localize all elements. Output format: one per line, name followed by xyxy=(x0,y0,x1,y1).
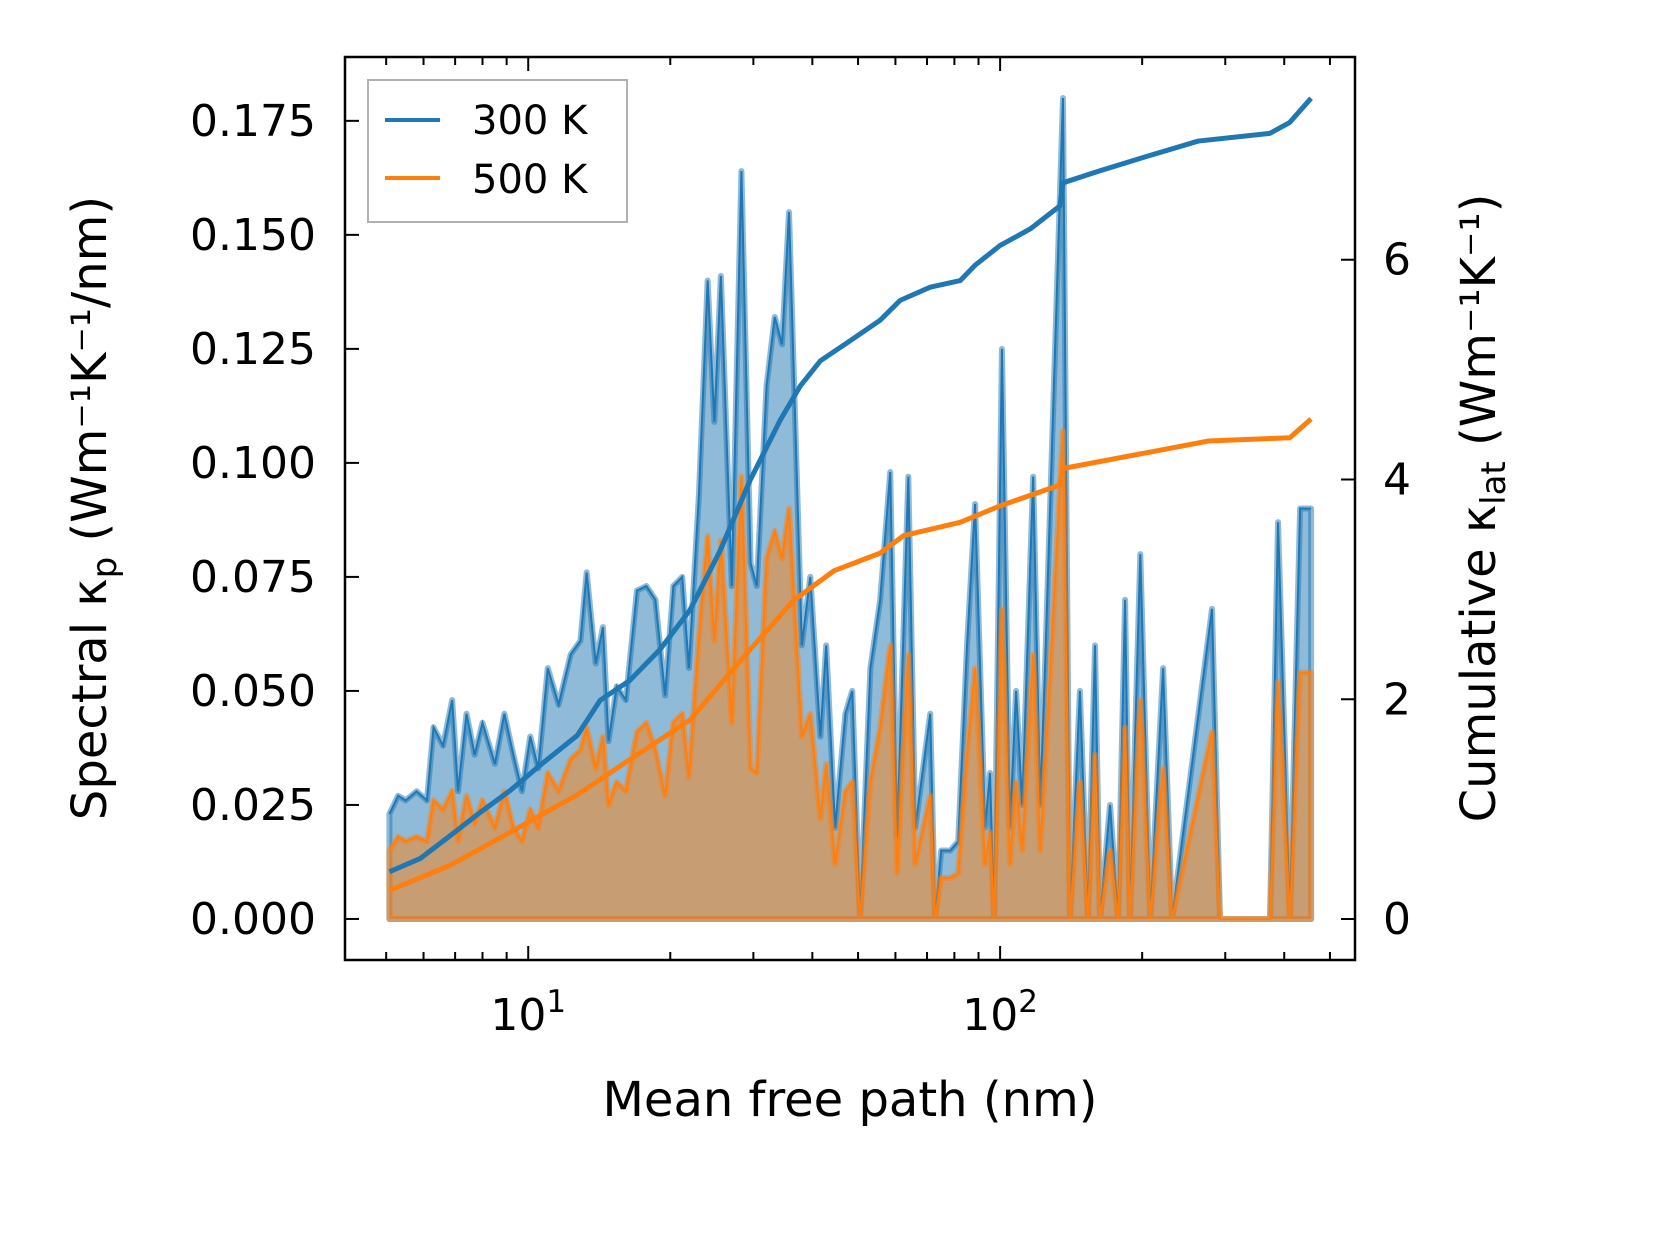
left-y-axis-label: Spectral κp (Wm⁻¹K⁻¹/nm) xyxy=(62,196,125,820)
right-y-tick-label: 4 xyxy=(1383,454,1411,505)
ticks xyxy=(345,57,1355,960)
plot-frame xyxy=(343,55,1357,962)
legend-label-300k: 300 K xyxy=(472,98,589,144)
legend: 300 K 500 K xyxy=(367,79,628,223)
series-lines xyxy=(388,96,1313,893)
x-tick-label: 102 xyxy=(962,984,1038,1041)
legend-box xyxy=(367,79,628,223)
left-y-tick-label: 0.075 xyxy=(190,552,316,603)
left-y-tick-label: 0.000 xyxy=(190,894,316,945)
left-y-tick-label: 0.050 xyxy=(190,666,316,717)
left-y-tick-label: 0.175 xyxy=(190,96,316,147)
spectral-fills xyxy=(386,95,1315,922)
right-y-axis-label: Cumulative κlat (Wm⁻¹K⁻¹) xyxy=(1451,194,1514,823)
spectral-area-300k-line xyxy=(388,98,1312,920)
right-y-tick-label: 0 xyxy=(1383,894,1411,945)
right-y-tick-label: 2 xyxy=(1383,674,1411,725)
x-axis-label: Mean free path (nm) xyxy=(603,1072,1098,1128)
cumulative-line-300k xyxy=(388,96,1313,875)
left-y-tick-label: 0.100 xyxy=(190,438,316,489)
left-y-tick-label: 0.025 xyxy=(190,780,316,831)
left-y-tick-label: 0.125 xyxy=(190,324,316,375)
x-tick-label: 101 xyxy=(490,984,566,1041)
cumulative-line-500k xyxy=(388,417,1313,893)
legend-label-500k: 500 K xyxy=(472,157,589,203)
tick-labels: 101 102 0.000 0.025 0.050 0.075 0.100 0.125 0.15… xyxy=(190,96,1411,1041)
right-y-tick-label: 6 xyxy=(1383,235,1411,286)
left-y-tick-label: 0.150 xyxy=(190,210,316,261)
spectral-area-500k xyxy=(386,427,1315,922)
spectral-area-500k-line xyxy=(388,430,1312,920)
